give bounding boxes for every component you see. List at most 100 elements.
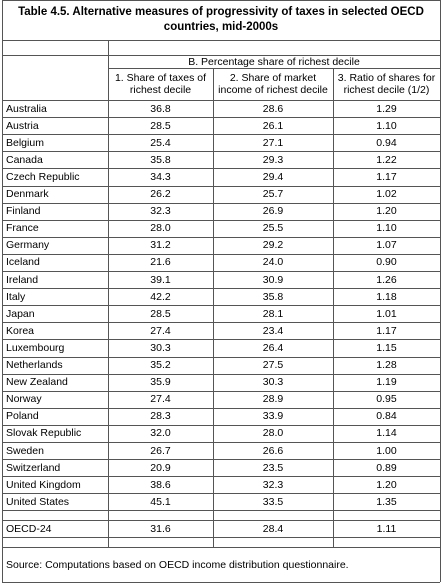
rule: [2, 373, 440, 375]
country: Japan: [6, 307, 35, 320]
value: 35.8: [262, 290, 284, 303]
value: 1.20: [376, 478, 397, 491]
rule: [2, 339, 440, 341]
value: 27.4: [150, 324, 171, 337]
value: 25.4: [150, 136, 171, 149]
value: 0.84: [376, 410, 397, 423]
country: Austria: [6, 119, 39, 132]
value: 25.5: [262, 222, 284, 235]
value: 28.5: [150, 119, 171, 132]
value: 30.3: [262, 376, 284, 389]
country: Italy: [6, 290, 26, 303]
rule: [213, 68, 214, 548]
country: Norway: [6, 393, 42, 406]
country: United Kingdom: [6, 478, 81, 491]
total-value: 28.4: [262, 522, 284, 535]
rule: [2, 510, 440, 512]
rule: [2, 168, 440, 170]
value: 26.7: [150, 444, 171, 457]
country: Finland: [6, 205, 41, 218]
rule: [2, 305, 440, 307]
rule: [2, 151, 440, 153]
rule: [333, 68, 334, 548]
country: Korea: [6, 324, 35, 337]
value: 0.89: [376, 461, 397, 474]
value: 1.29: [376, 102, 397, 115]
value: 1.14: [376, 427, 397, 440]
value: 26.9: [262, 205, 284, 218]
country: Sweden: [6, 444, 44, 457]
value: 34.3: [150, 170, 171, 183]
value: 1.15: [376, 341, 397, 354]
rule: [2, 40, 440, 41]
rule: [2, 442, 440, 443]
country: Netherlands: [6, 359, 63, 372]
country: Luxembourg: [6, 341, 65, 354]
rule: [2, 476, 440, 478]
value: 32.3: [262, 478, 284, 491]
value: 35.2: [150, 359, 171, 372]
value: 32.3: [150, 205, 171, 218]
rule: [2, 202, 440, 204]
value: 33.5: [262, 495, 284, 508]
rule: [2, 537, 440, 539]
value: 1.07: [376, 239, 397, 252]
value: 0.95: [376, 393, 397, 406]
column-header: 3. Ratio of shares for richest decile (1…: [337, 72, 436, 96]
value: 28.9: [262, 393, 284, 406]
column-header: 2. Share of market income of richest dec…: [218, 72, 328, 96]
total-value: 1.11: [376, 522, 397, 535]
value: 29.2: [262, 239, 284, 252]
value: 27.4: [150, 393, 171, 406]
value: 0.90: [376, 256, 397, 269]
country: Iceland: [6, 256, 40, 269]
value: 1.01: [376, 307, 397, 320]
value: 25.7: [262, 188, 284, 201]
value: 1.20: [376, 205, 397, 218]
rule: [108, 40, 109, 548]
value: 1.18: [376, 290, 397, 303]
rule: [2, 117, 440, 119]
rule: [2, 100, 440, 101]
rule: [2, 493, 440, 495]
rule: [108, 68, 440, 69]
value: 1.02: [376, 188, 397, 201]
value: 39.1: [150, 273, 171, 286]
rule: [2, 288, 440, 290]
total-label: OECD-24: [6, 522, 52, 535]
value: 35.8: [150, 153, 171, 166]
value: 23.4: [262, 324, 284, 337]
rule: [2, 322, 440, 324]
value: 26.1: [262, 119, 284, 132]
rule: [2, 520, 440, 522]
value: 28.1: [262, 307, 284, 320]
value: 1.26: [376, 273, 397, 286]
value: 24.0: [262, 256, 284, 269]
value: 1.00: [376, 444, 397, 457]
value: 28.0: [150, 222, 171, 235]
country: United States: [6, 495, 70, 508]
country: Belgium: [6, 136, 44, 149]
rule: [2, 0, 440, 1]
value: 23.5: [262, 461, 284, 474]
country: Czech Republic: [6, 170, 80, 183]
total-value: 31.6: [150, 522, 171, 535]
value: 1.10: [376, 222, 397, 235]
value: 32.0: [150, 427, 171, 440]
rule: [2, 0, 3, 582]
country: Denmark: [6, 188, 49, 201]
value: 28.3: [150, 410, 171, 423]
value: 27.1: [262, 136, 284, 149]
value: 21.6: [150, 256, 171, 269]
country: Poland: [6, 410, 39, 423]
value: 26.4: [262, 341, 284, 354]
rule: [2, 459, 440, 461]
country: France: [6, 222, 39, 235]
value: 35.9: [150, 376, 171, 389]
source-note: Source: Computations based on OECD incom…: [6, 558, 349, 571]
country: New Zealand: [6, 376, 68, 389]
rule: [2, 271, 440, 272]
value: 28.0: [262, 427, 284, 440]
value: 1.22: [376, 153, 397, 166]
value: 27.5: [262, 359, 284, 372]
